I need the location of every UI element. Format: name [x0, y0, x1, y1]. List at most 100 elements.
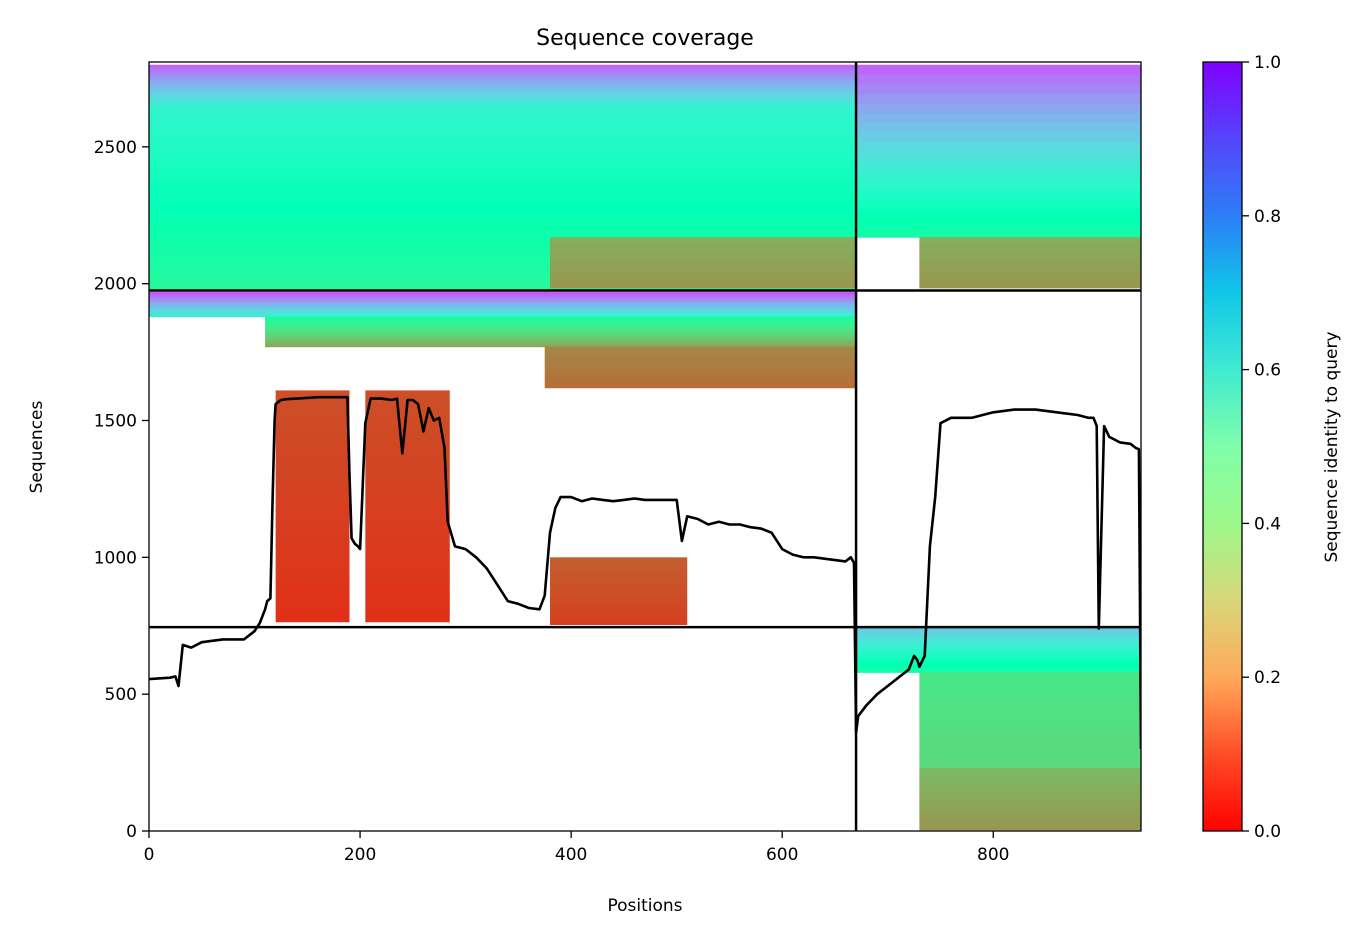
coverage-band [149, 306, 857, 309]
coverage-band [919, 795, 1141, 800]
coverage-band [919, 730, 1141, 737]
colorbar-tick-label: 0.8 [1254, 207, 1281, 227]
coverage-band [856, 654, 1141, 658]
coverage-band [544, 351, 857, 355]
coverage-band [544, 353, 857, 357]
coverage-block [856, 627, 1141, 673]
coverage-band [149, 291, 857, 294]
coverage-band [856, 208, 1141, 219]
coverage-band [550, 561, 688, 566]
coverage-band [149, 147, 857, 159]
coverage-band [265, 336, 857, 339]
coverage-band [919, 698, 1141, 705]
coverage-band [149, 93, 857, 96]
coverage-band [550, 237, 857, 241]
coverage-block [550, 237, 857, 289]
coverage-band [149, 301, 857, 304]
coverage-band [919, 279, 1141, 283]
coverage-band [265, 329, 857, 333]
coverage-band [149, 312, 857, 315]
coverage-band [856, 629, 1141, 633]
coverage-band [856, 644, 1141, 648]
coverage-band [149, 107, 857, 118]
coverage-band [149, 308, 857, 311]
coverage-band [265, 334, 857, 338]
coverage-band [149, 311, 857, 314]
plot-frame [148, 61, 1142, 832]
colorbar-tick-label: 0.0 [1254, 822, 1281, 842]
x-tick-label: 0 [144, 845, 155, 865]
coverage-band [919, 788, 1141, 793]
coverage-band [275, 403, 350, 417]
coverage-band [365, 467, 450, 481]
coverage-band [149, 90, 857, 94]
coverage-band [919, 781, 1141, 786]
coverage-band [365, 506, 450, 520]
coverage-band [275, 583, 350, 597]
coverage-band [149, 298, 857, 301]
coverage-band [275, 544, 350, 559]
coverage-block [265, 316, 857, 348]
coverage-band [544, 371, 857, 375]
coverage-band [919, 798, 1141, 803]
coverage-band [919, 714, 1141, 721]
coverage-band [365, 493, 450, 507]
coverage-band [265, 316, 857, 319]
coverage-band [275, 416, 350, 430]
coverage-band [550, 276, 857, 280]
coverage-band [919, 778, 1141, 783]
coverage-band [856, 637, 1141, 641]
coverage-band [856, 150, 1141, 162]
coverage-band [149, 315, 857, 318]
coverage-band [544, 373, 857, 377]
coverage-block [544, 346, 857, 389]
coverage-band [550, 254, 857, 258]
coverage-band [919, 276, 1141, 280]
coverage-band [550, 248, 857, 252]
coverage-band [550, 251, 857, 255]
coverage-band [919, 752, 1141, 759]
coverage-band [856, 141, 1141, 152]
coverage-band [149, 85, 857, 89]
colorbar-tick-label: 0.2 [1254, 668, 1281, 688]
coverage-band [919, 273, 1141, 278]
coverage-band [544, 380, 857, 384]
coverage-band [275, 506, 350, 520]
coverage-band [550, 239, 857, 244]
coverage-band [149, 280, 857, 292]
coverage-block [275, 390, 350, 623]
coverage-band [919, 815, 1141, 820]
coverage-band [149, 300, 857, 303]
coverage-band [919, 725, 1141, 732]
y-tick-label: 2500 [94, 138, 137, 158]
coverage-band [550, 279, 857, 283]
coverage-band [919, 741, 1141, 748]
coverage-band [919, 768, 1141, 773]
coverage-band [550, 564, 688, 570]
coverage-band [149, 309, 857, 312]
coverage-band [265, 328, 857, 331]
coverage-band [550, 557, 688, 562]
coverage-band [919, 762, 1141, 769]
coverage-band [275, 557, 350, 571]
coverage-band [265, 343, 857, 346]
coverage-band [149, 127, 857, 139]
colorbar-tick-label: 0.6 [1254, 361, 1281, 381]
coverage-band [149, 188, 857, 200]
coverage-band [919, 256, 1141, 261]
coverage-band [919, 239, 1141, 244]
coverage-band [856, 103, 1141, 114]
coverage-band [856, 189, 1141, 200]
coverage-band [149, 137, 857, 149]
coverage-band [550, 262, 857, 266]
coverage-band [149, 158, 857, 169]
x-tick-label: 800 [977, 845, 1009, 865]
coverage-band [919, 774, 1141, 779]
coverage-band [275, 493, 350, 507]
x-tick-label: 400 [555, 845, 587, 865]
coverage-band [149, 78, 857, 82]
coverage-band [550, 259, 857, 264]
coverage-band [919, 242, 1141, 247]
coverage-band [149, 71, 857, 75]
